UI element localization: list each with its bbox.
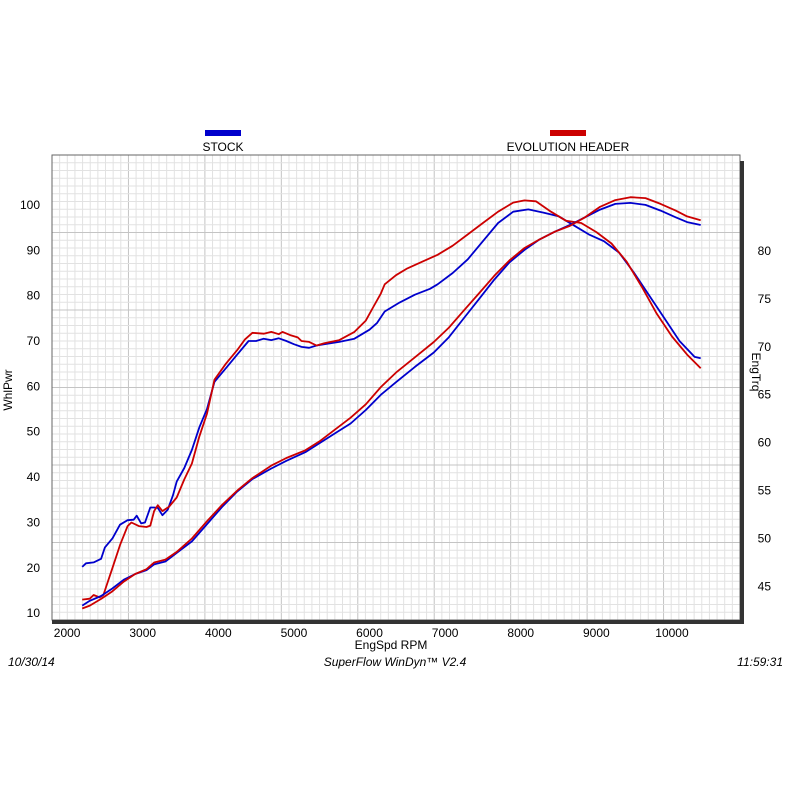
x-tick-label: 3000 <box>129 626 156 640</box>
x-tick-label: 2000 <box>54 626 81 640</box>
x-tick-label: 8000 <box>507 626 534 640</box>
x-axis-title: EngSpd RPM <box>355 638 428 652</box>
series-line-evolution-header-engtrq <box>81 196 701 610</box>
left-y-tick-label: 70 <box>27 334 41 348</box>
right-y-tick-label: 45 <box>758 579 772 593</box>
right-y-tick-label: 60 <box>758 436 772 450</box>
x-tick-label: 6000 <box>356 626 383 640</box>
left-y-tick-label: 20 <box>27 561 41 575</box>
legend-swatch <box>550 130 586 136</box>
series-line-evolution-header-whlpwr <box>82 199 702 601</box>
left-y-tick-label: 90 <box>27 243 41 257</box>
right-y-tick-label: 65 <box>758 388 772 402</box>
left-y-axis-title: WhlPwr <box>1 369 15 410</box>
footer-date: 10/30/14 <box>8 655 55 669</box>
left-y-tick-label: 10 <box>27 606 41 620</box>
left-y-tick-label: 80 <box>27 289 41 303</box>
tick-labels: 2000 3000 4000 5000 6000 7000 8000 9000 10000 10 2… <box>20 198 771 640</box>
left-y-tick-label: 100 <box>20 198 40 212</box>
legend: STOCK EVOLUTION HEADER <box>202 130 630 154</box>
legend-label: EVOLUTION HEADER <box>507 140 630 154</box>
left-y-tick-label: 30 <box>27 515 41 529</box>
x-tick-label: 5000 <box>281 626 308 640</box>
legend-label: STOCK <box>202 140 243 154</box>
right-y-tick-label: 75 <box>758 292 772 306</box>
right-y-tick-label: 50 <box>758 532 772 546</box>
x-tick-label: 9000 <box>583 626 610 640</box>
series-line-stock-whlpwr <box>81 208 701 568</box>
right-y-tick-label: 55 <box>758 484 772 498</box>
right-y-tick-label: 80 <box>758 244 772 258</box>
right-y-axis-title: EngTrq <box>749 353 763 392</box>
footer-software: SuperFlow WinDyn™ V2.4 <box>324 655 467 669</box>
grid-lines <box>52 155 740 620</box>
x-tick-label: 4000 <box>205 626 232 640</box>
right-y-tick-label: 70 <box>758 340 772 354</box>
series-line-stock-engtrq <box>81 202 701 607</box>
left-y-tick-label: 60 <box>27 379 41 393</box>
series-layer <box>81 196 702 610</box>
footer-time: 11:59:31 <box>737 655 783 669</box>
left-y-tick-label: 40 <box>27 470 41 484</box>
x-tick-label: 10000 <box>655 626 689 640</box>
axes <box>51 154 744 624</box>
legend-swatch <box>205 130 241 136</box>
left-y-tick-label: 50 <box>27 425 41 439</box>
x-tick-label: 7000 <box>432 626 459 640</box>
